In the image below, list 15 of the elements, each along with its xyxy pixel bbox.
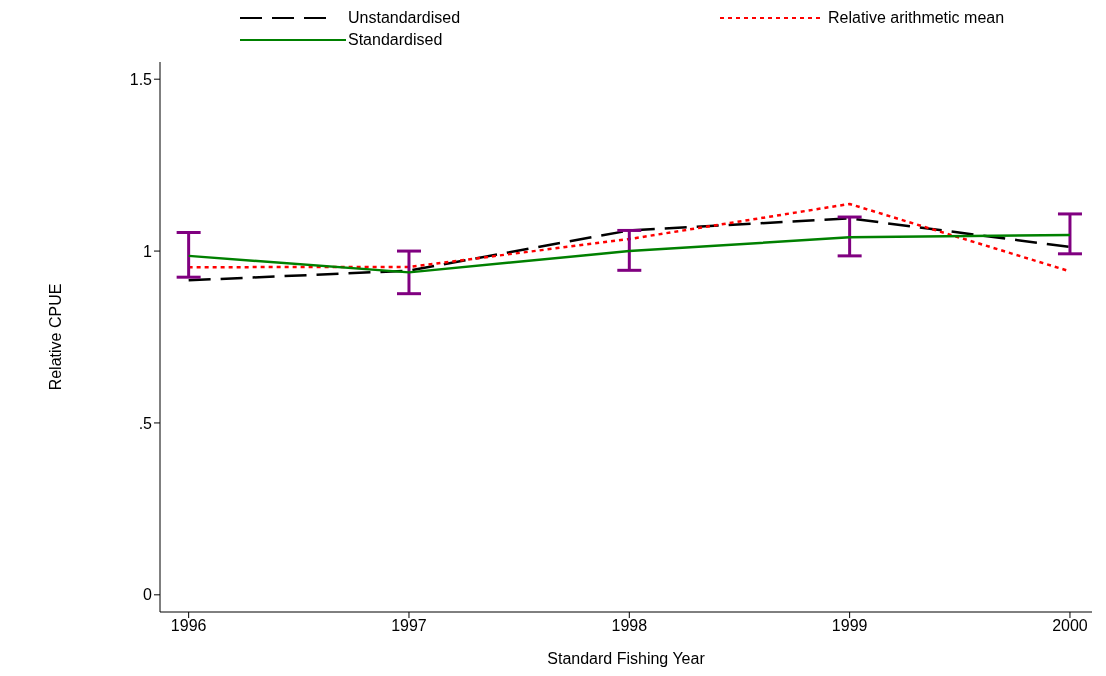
x-tick-label: 2000 <box>1052 617 1088 635</box>
y-tick-label: 1.5 <box>129 70 153 88</box>
x-tick-label: 1996 <box>170 617 207 635</box>
legend-label: Standardised <box>348 31 443 49</box>
x-tick-label: 1998 <box>611 617 648 635</box>
legend-label: Unstandardised <box>348 9 461 27</box>
y-axis-title: Relative CPUE <box>46 283 64 391</box>
x-tick-label: 1997 <box>391 617 427 635</box>
x-tick-label: 1999 <box>831 617 868 635</box>
y-tick-label: .5 <box>138 414 153 432</box>
legend-label: Relative arithmetic mean <box>828 9 1005 27</box>
x-axis-title: Standard Fishing Year <box>547 650 706 667</box>
y-tick-label: 1 <box>143 242 153 260</box>
y-tick-label: 0 <box>143 586 153 604</box>
line-series <box>187 233 1072 274</box>
